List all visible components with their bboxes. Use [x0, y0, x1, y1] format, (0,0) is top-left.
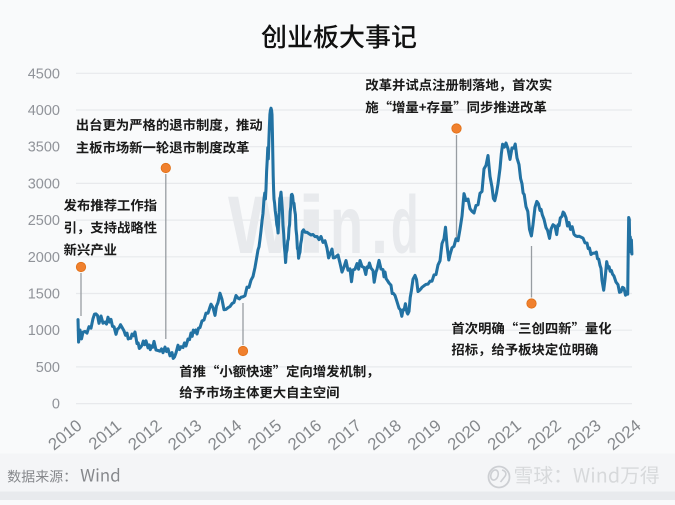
svg-text:4000: 4000 [28, 103, 60, 119]
svg-text:1500: 1500 [28, 287, 60, 303]
svg-text:2000: 2000 [28, 250, 60, 266]
svg-text:1000: 1000 [28, 323, 60, 339]
svg-text:4500: 4500 [28, 66, 60, 82]
svg-text:2500: 2500 [28, 213, 60, 229]
svg-text:3000: 3000 [28, 176, 60, 192]
svg-text:i: i [296, 179, 327, 271]
svg-text:3500: 3500 [28, 140, 60, 156]
svg-text:.: . [371, 179, 388, 271]
svg-text:0: 0 [52, 397, 60, 413]
svg-text:500: 500 [36, 360, 60, 376]
svg-text:d: d [391, 180, 419, 272]
